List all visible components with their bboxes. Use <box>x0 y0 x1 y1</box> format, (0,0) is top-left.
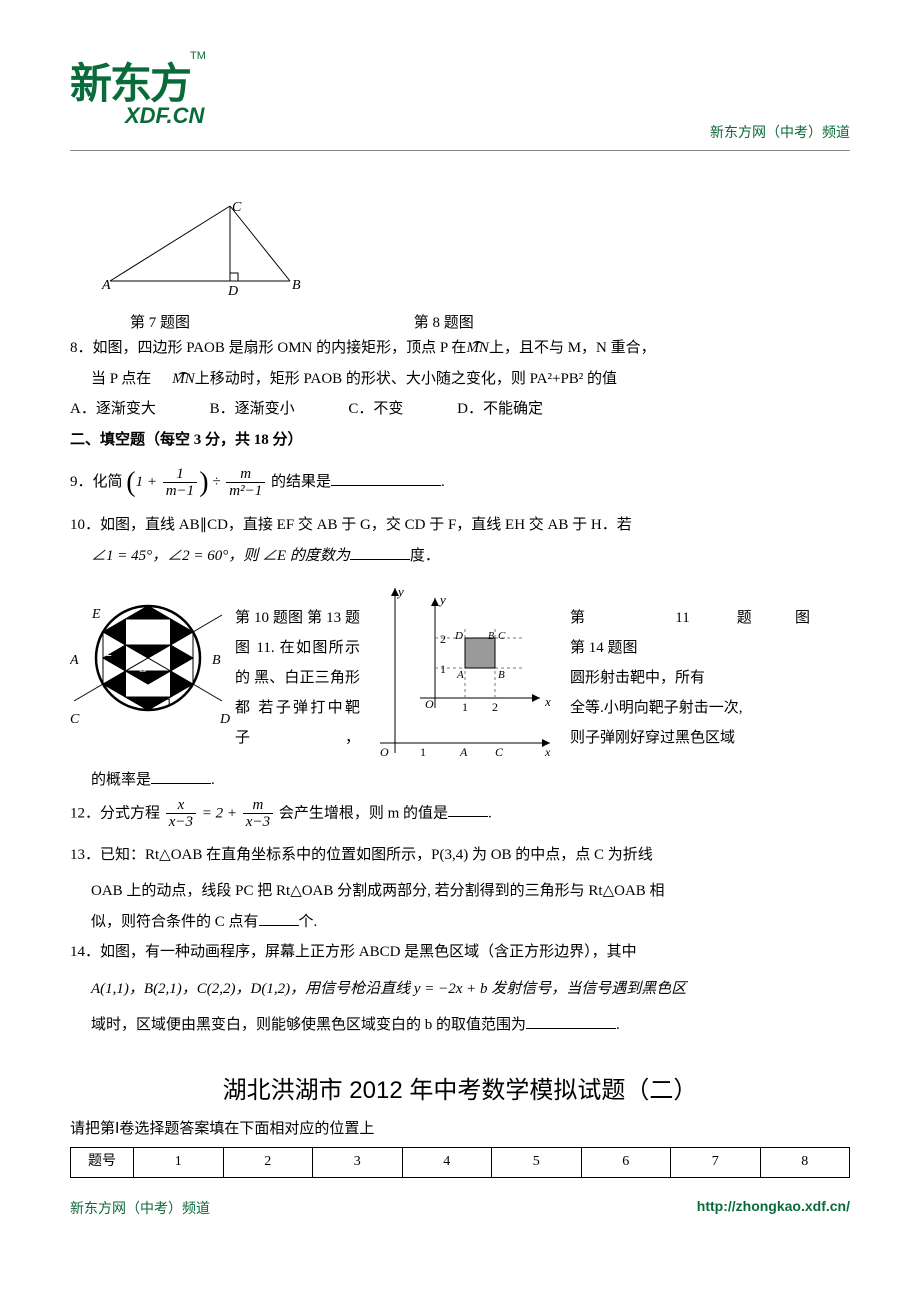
table-row: 题号 1 2 3 4 5 6 7 8 <box>71 1148 850 1178</box>
q8-opt-c: C．不变 <box>348 395 403 424</box>
footer-left: 新东方网（中考）频道 <box>70 1198 210 1218</box>
figure-7: A B C D <box>100 201 850 301</box>
svg-text:B: B <box>498 669 505 681</box>
circle-target-figure: A B C D E G 2 1 <box>70 588 235 749</box>
coordinate-figure: O 1 2 1 2 A B C D B y x O 1 A C <box>360 578 560 774</box>
svg-text:D: D <box>454 630 463 642</box>
paper-title-2: 湖北洪湖市 2012 年中考数学模拟试题（二） <box>70 1070 850 1105</box>
logo: 新东方TM XDF.CN <box>70 50 206 129</box>
svg-text:1: 1 <box>462 700 468 714</box>
svg-text:2: 2 <box>106 645 112 659</box>
table-cell: 5 <box>492 1148 582 1178</box>
table-cell: 1 <box>134 1148 224 1178</box>
q13-line2: OAB 上的动点，线段 PC 把 Rt△OAB 分割成两部分, 若分割得到的三角… <box>70 877 850 906</box>
svg-text:1: 1 <box>440 662 446 676</box>
q10-line1: 10．如图，直线 AB∥CD，直接 EF 交 AB 于 G，交 CD 于 F，直… <box>70 511 850 540</box>
q9: 9．化简 (1 + 1m−1) ÷ mm²−1 的结果是. <box>70 456 850 509</box>
svg-text:C: C <box>70 712 80 727</box>
svg-text:y: y <box>396 584 404 599</box>
table-cell: 3 <box>313 1148 403 1178</box>
svg-text:1: 1 <box>166 695 172 709</box>
svg-text:y: y <box>438 592 446 607</box>
q13-line3: 似，则符合条件的 C 点有个. <box>70 908 850 937</box>
svg-text:E: E <box>91 607 101 622</box>
fig8-label: 第 8 题图 <box>414 311 474 332</box>
q8-opt-d: D．不能确定 <box>457 395 543 424</box>
table-cell: 8 <box>760 1148 850 1178</box>
svg-text:2: 2 <box>440 632 446 646</box>
svg-text:x: x <box>544 745 551 759</box>
svg-text:A: A <box>456 669 464 681</box>
answer-table: 题号 1 2 3 4 5 6 7 8 <box>70 1147 850 1178</box>
svg-text:D: D <box>227 284 238 296</box>
header-link[interactable]: 新东方网（中考）频道 <box>710 122 850 142</box>
svg-text:x: x <box>544 694 551 709</box>
q14-line1: 14．如图，有一种动画程序，屏幕上正方形 ABCD 是黑色区域（含正方形边界），… <box>70 938 850 967</box>
table-cell: 7 <box>671 1148 761 1178</box>
footer-url[interactable]: http://zhongkao.xdf.cn/ <box>697 1198 850 1218</box>
header-rule <box>70 150 850 151</box>
svg-text:C: C <box>495 745 504 759</box>
svg-text:A: A <box>70 653 79 668</box>
fig7-label: 第 7 题图 <box>130 311 410 332</box>
svg-text:1: 1 <box>420 745 426 759</box>
svg-text:O: O <box>380 745 389 759</box>
svg-text:D: D <box>219 712 230 727</box>
svg-text:C: C <box>232 201 242 215</box>
svg-text:O: O <box>425 697 434 711</box>
q8-options: A．逐渐变大 B．逐渐变小 C．不变 D．不能确定 <box>70 395 850 424</box>
q10-line2: ∠1 = 45°，∠2 = 60°，则 ∠E 的度数为度． <box>70 542 850 571</box>
header: 新东方TM XDF.CN 新东方网（中考）频道 <box>70 50 850 150</box>
svg-text:B: B <box>488 631 494 642</box>
q8-opt-a: A．逐渐变大 <box>70 395 156 424</box>
figure-labels: 第 7 题图 第 8 题图 <box>130 311 850 332</box>
svg-text:B: B <box>292 278 301 293</box>
mid-text-right: 第 11 题图 第 14 题图 圆形射击靶中，所有 全等.小明向靶子射击一次, … <box>570 603 810 753</box>
footer: 新东方网（中考）频道 http://zhongkao.xdf.cn/ <box>70 1198 850 1218</box>
q8-stem2: 当 P 点在MN上移动时，矩形 PAOB 的形状、大小随之变化，则 PA²+PB… <box>70 365 850 394</box>
table-cell: 6 <box>581 1148 671 1178</box>
svg-text:G: G <box>138 660 148 675</box>
logo-en: XDF.CN <box>125 103 206 129</box>
q14-line2: A(1,1)，B(2,1)，C(2,2)，D(1,2)，用信号枪沿直线 y = … <box>70 975 850 1004</box>
q8-opt-b: B．逐渐变小 <box>210 395 295 424</box>
table-cell: 2 <box>223 1148 313 1178</box>
arc-mn-2: MN <box>151 365 195 394</box>
answer-instruction: 请把第Ⅰ卷选择题答案填在下面相对应的位置上 <box>70 1115 850 1144</box>
q14-line3: 域时，区域便由黑变白，则能够使黑色区域变白的 b 的取值范围为. <box>70 1011 850 1040</box>
arc-mn-1: MN <box>466 334 489 363</box>
table-cell: 4 <box>402 1148 492 1178</box>
table-head: 题号 <box>71 1148 134 1178</box>
logo-tm: TM <box>190 50 206 62</box>
mid-figures: A B C D E G 2 1 第 10 题图 第 13 题图 11. 在如图所… <box>70 588 850 748</box>
section-2-head: 二、填空题（每空 3 分，共 18 分） <box>70 426 850 455</box>
q13-line1: 13．已知：Rt△OAB 在直角坐标系中的位置如图所示，P(3,4) 为 OB … <box>70 841 850 870</box>
svg-text:A: A <box>101 278 111 293</box>
mid-text-left: 第 10 题图 第 13 题图 11. 在如图所示的 黑、白正三角形都 若子弹打… <box>235 603 360 753</box>
q12: 12．分式方程 xx−3 = 2 + mx−3 会产生增根，则 m 的值是. <box>70 797 850 831</box>
svg-text:2: 2 <box>492 700 498 714</box>
svg-text:B: B <box>212 653 221 668</box>
svg-text:A: A <box>459 745 468 759</box>
svg-text:C: C <box>498 630 506 642</box>
logo-cn: 新东方 <box>70 60 190 107</box>
